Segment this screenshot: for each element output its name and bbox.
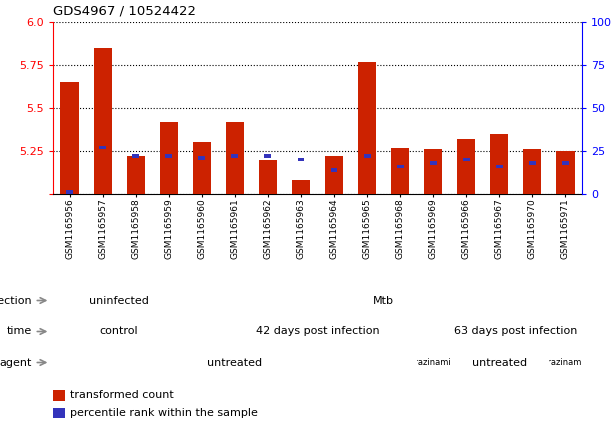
Bar (259, 159, 277, 194)
Bar (424, 149, 442, 194)
Text: percentile rank within the sample: percentile rank within the sample (70, 408, 258, 418)
Bar (298, 158, 304, 162)
Text: untreated: untreated (207, 357, 262, 368)
Bar (529, 161, 536, 165)
Text: GDS4967 / 10524422: GDS4967 / 10524422 (53, 5, 196, 18)
Text: transformed count: transformed count (70, 390, 174, 401)
Bar (331, 168, 337, 172)
Bar (358, 62, 376, 194)
Bar (66, 190, 73, 194)
Text: pyrazinamide: pyrazinamide (537, 358, 594, 367)
Text: Mtb: Mtb (373, 296, 394, 305)
Text: control: control (100, 327, 139, 337)
Bar (199, 156, 205, 160)
Text: pyrazinamide: pyrazinamide (404, 358, 462, 367)
Bar (93, 48, 112, 194)
Bar (53, 390, 65, 401)
Text: 63 days post infection: 63 days post infection (454, 327, 577, 337)
Bar (562, 161, 569, 165)
Bar (265, 154, 271, 158)
Bar (225, 122, 244, 194)
Bar (60, 82, 79, 194)
Bar (325, 156, 343, 194)
Bar (490, 134, 508, 194)
Bar (165, 154, 172, 158)
Bar (192, 143, 211, 194)
Text: infection: infection (0, 296, 32, 305)
Bar (126, 156, 145, 194)
Text: uninfected: uninfected (89, 296, 149, 305)
Bar (457, 139, 475, 194)
Bar (397, 165, 404, 168)
Bar (53, 408, 65, 418)
Bar (292, 180, 310, 194)
Text: 42 days post infection: 42 days post infection (255, 327, 379, 337)
Bar (364, 154, 370, 158)
Bar (99, 146, 106, 149)
Bar (557, 151, 574, 194)
Bar (132, 154, 139, 158)
Text: untreated: untreated (472, 357, 527, 368)
Bar (463, 158, 470, 162)
Bar (391, 148, 409, 194)
Text: time: time (7, 327, 32, 337)
Bar (496, 165, 503, 168)
Bar (523, 149, 541, 194)
Bar (159, 122, 178, 194)
Bar (232, 154, 238, 158)
Bar (430, 161, 437, 165)
Text: agent: agent (0, 357, 32, 368)
